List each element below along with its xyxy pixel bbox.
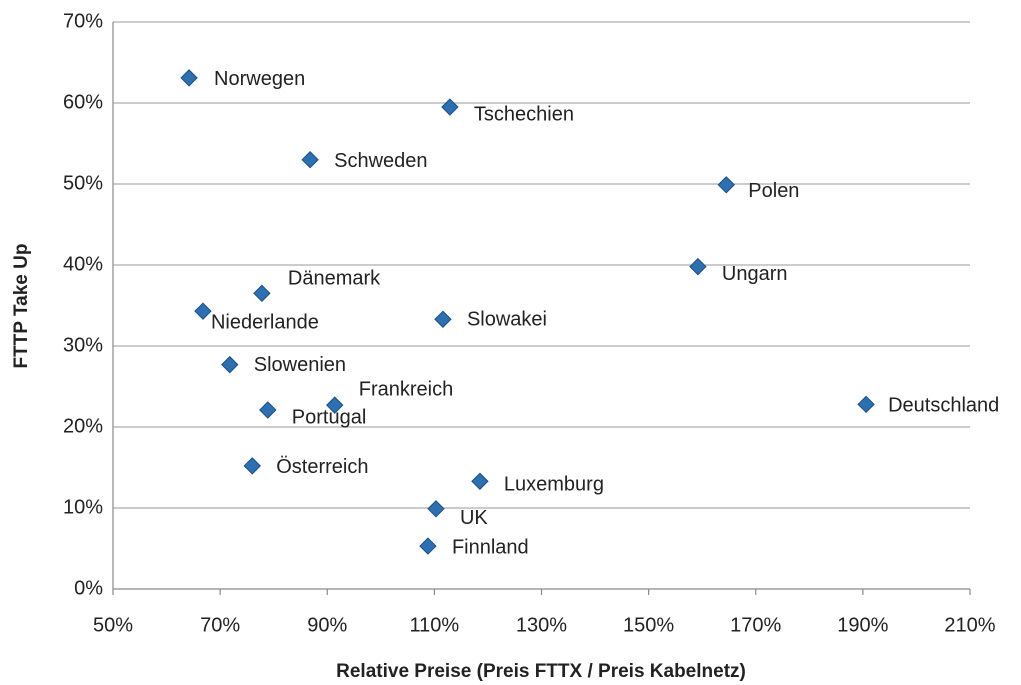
x-tick-label: 110% xyxy=(410,614,460,636)
point-label: Frankreich xyxy=(359,378,453,400)
point xyxy=(419,537,437,555)
x-tick-label: 150% xyxy=(623,614,674,636)
y-tick-label: 0% xyxy=(74,577,103,599)
point xyxy=(301,150,319,169)
point xyxy=(427,500,445,518)
point-label: Finnland xyxy=(452,536,529,558)
point-label: Slowenien xyxy=(254,354,346,376)
x-tick-label: 190% xyxy=(837,614,888,636)
point-label: Luxemburg xyxy=(504,474,604,496)
point xyxy=(857,395,875,414)
x-tick-label: 210% xyxy=(944,614,995,636)
x-axis-label: Relative Preise (Preis FTTX / Preis Kabe… xyxy=(336,661,746,682)
x-tick-label: 90% xyxy=(307,614,347,636)
x-tick-label: 70% xyxy=(200,614,240,636)
point xyxy=(180,69,198,87)
point xyxy=(441,98,459,116)
point xyxy=(434,310,452,328)
point-label: Portugal xyxy=(292,406,367,428)
point-label: Österreich xyxy=(276,456,368,478)
x-tick-label: 170% xyxy=(730,614,781,636)
point xyxy=(259,401,277,419)
point-label: Norwegen xyxy=(214,68,305,90)
y-tick-label: 30% xyxy=(63,334,103,356)
point xyxy=(243,457,261,475)
point-label: Polen xyxy=(748,180,799,202)
point-label: Dänemark xyxy=(288,268,381,290)
point xyxy=(717,176,735,194)
x-tick-label: 130% xyxy=(516,614,567,636)
point xyxy=(689,257,707,276)
point-label: Tschechien xyxy=(474,103,574,125)
x-tick-label: 50% xyxy=(93,614,133,636)
y-tick-label: 40% xyxy=(63,253,103,275)
y-tick-label: 10% xyxy=(63,496,103,518)
point-label: Deutschland xyxy=(888,395,999,417)
y-tick-label: 60% xyxy=(63,91,103,113)
point-label: UK xyxy=(460,507,488,529)
point xyxy=(253,284,271,303)
point xyxy=(471,472,489,490)
point-label: Ungarn xyxy=(722,263,788,285)
point xyxy=(326,396,344,414)
point xyxy=(194,302,212,320)
y-tick-label: 70% xyxy=(63,10,103,32)
point-label: Niederlande xyxy=(211,311,319,333)
y-tick-label: 20% xyxy=(63,415,103,437)
point-label: Slowakei xyxy=(467,309,547,331)
y-axis-label: FTTP Take Up xyxy=(11,244,32,369)
point-label: Schweden xyxy=(334,150,427,172)
y-tick-label: 50% xyxy=(63,172,103,194)
point xyxy=(221,355,239,374)
